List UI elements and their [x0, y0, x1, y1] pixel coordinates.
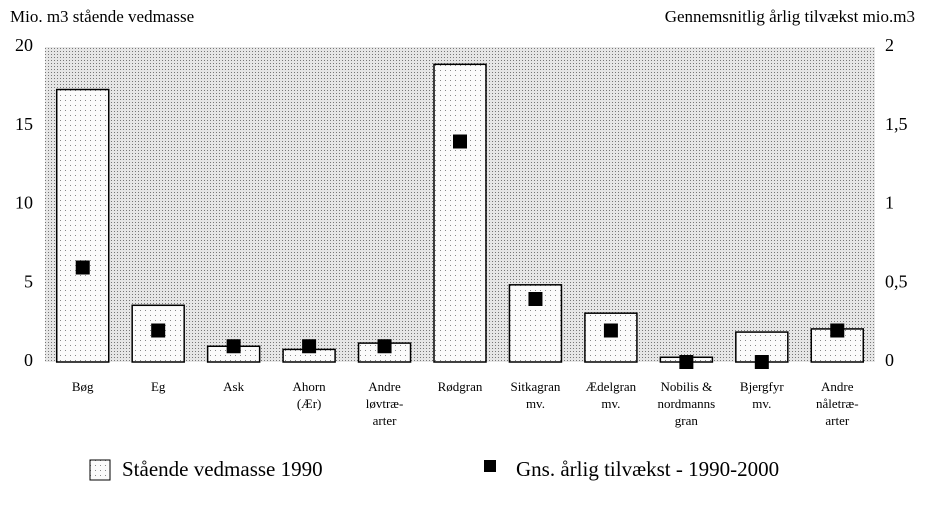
marker: [75, 260, 90, 275]
y2ticks-label: 0,5: [885, 271, 908, 291]
x-tick-label: Sitkagran: [511, 379, 561, 394]
x-tick-label: Andre: [368, 379, 401, 394]
x-tick-label: Nobilis &: [661, 379, 713, 394]
x-tick-label: Bjergfyr: [740, 379, 784, 394]
x-tick-label: gran: [675, 413, 699, 428]
legend-swatch: [484, 460, 496, 472]
marker: [603, 323, 618, 338]
marker: [377, 339, 392, 354]
x-tick-label: (Ær): [297, 396, 322, 411]
legend-label: Stående vedmasse 1990: [122, 457, 323, 481]
x-tick-label: Eg: [151, 379, 166, 394]
x-tick-label: mv.: [752, 396, 771, 411]
y2ticks-label: 2: [885, 35, 894, 55]
y-axis-title: Mio. m3 stående vedmasse: [10, 7, 194, 26]
x-tick-label: nordmanns: [657, 396, 715, 411]
y2ticks-label: 1,5: [885, 114, 908, 134]
bar: [433, 63, 487, 363]
x-tick-label: Ahorn: [292, 379, 326, 394]
x-tick-label: arter: [373, 413, 397, 428]
yticks-label: 20: [15, 35, 33, 55]
x-tick-label: arter: [825, 413, 849, 428]
bar: [584, 312, 638, 363]
marker: [226, 339, 241, 354]
x-tick-label: Andre: [821, 379, 854, 394]
x-tick-label: Bøg: [72, 379, 94, 394]
y2ticks-label: 0: [885, 350, 894, 370]
y2ticks-label: 1: [885, 193, 894, 213]
marker: [679, 355, 694, 369]
marker: [528, 292, 543, 306]
x-tick-label: Ædelgran: [586, 379, 637, 394]
marker: [754, 355, 769, 369]
marker: [151, 323, 166, 338]
x-tick-label: Ask: [223, 379, 244, 394]
yticks-label: 5: [24, 271, 33, 291]
x-tick-label: mv.: [526, 396, 545, 411]
marker: [302, 339, 317, 354]
legend-swatch: [89, 459, 111, 481]
x-tick-label: nåletræ-: [816, 396, 859, 411]
x-tick-label: Rødgran: [438, 379, 483, 394]
legend-label: Gns. årlig tilvækst - 1990-2000: [516, 457, 779, 481]
x-tick-label: mv.: [601, 396, 620, 411]
yticks-label: 10: [15, 193, 33, 213]
bar: [55, 88, 110, 363]
y2-axis-title: Gennemsnitlig årlig tilvækst mio.m3: [665, 7, 915, 26]
x-tick-label: løvtræ-: [366, 396, 404, 411]
marker: [830, 323, 845, 338]
marker: [453, 134, 467, 149]
yticks-label: 0: [24, 350, 33, 370]
yticks-label: 15: [15, 114, 33, 134]
